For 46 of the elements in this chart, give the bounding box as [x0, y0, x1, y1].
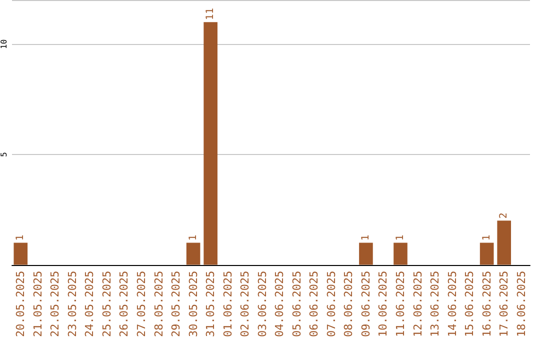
- x-tick-label: 03.06.2025: [256, 270, 269, 338]
- x-tick-label: 31.05.2025: [204, 270, 218, 338]
- x-tick-label: 18.06.2025: [514, 270, 528, 338]
- data-label: 1: [481, 234, 492, 241]
- y-tick-label: 10: [0, 39, 8, 49]
- x-tick-label: 21.05.2025: [31, 270, 44, 338]
- x-tick-label: 14.06.2025: [446, 270, 459, 338]
- bar: [14, 242, 28, 265]
- bar: [204, 22, 218, 265]
- x-tick-label: 12.06.2025: [411, 270, 424, 338]
- data-label: 2: [498, 212, 510, 219]
- x-tick-label: 20.05.2025: [14, 270, 28, 338]
- y-tick-label: 5: [0, 152, 8, 157]
- data-label: 1: [360, 234, 372, 241]
- bar: [394, 242, 408, 265]
- x-tick-label: 09.06.2025: [359, 270, 372, 338]
- x-tick-label: 06.06.2025: [308, 270, 321, 338]
- x-tick-label: 24.05.2025: [83, 270, 96, 338]
- x-tick-label: 11.06.2025: [394, 270, 407, 338]
- x-tick-label: 07.06.2025: [324, 270, 338, 338]
- x-tick-label: 26.05.2025: [118, 270, 131, 338]
- data-label: 1: [188, 234, 199, 241]
- x-tick-label: 28.05.2025: [152, 270, 166, 338]
- bar: [480, 242, 494, 265]
- x-tick-label: 04.06.2025: [273, 270, 286, 338]
- bar: [186, 242, 200, 265]
- x-tick-label: 08.06.2025: [342, 270, 356, 338]
- x-tick-label: 22.05.2025: [48, 270, 62, 338]
- x-tick-label: 23.05.2025: [66, 270, 79, 338]
- data-label: 1: [395, 234, 406, 241]
- data-label: 11: [205, 8, 216, 20]
- x-tick-label: 13.06.2025: [428, 270, 442, 338]
- bar: [359, 242, 373, 265]
- x-tick-label: 02.06.2025: [238, 270, 252, 338]
- x-tick-label: 15.06.2025: [463, 270, 476, 338]
- x-tick-label: 17.06.2025: [498, 270, 511, 338]
- bar: [497, 220, 512, 265]
- x-tick-label: 29.05.2025: [170, 270, 183, 338]
- x-tick-label: 01.06.2025: [221, 270, 234, 338]
- x-tick-label: 25.05.2025: [100, 270, 114, 338]
- x-tick-label: 16.06.2025: [480, 270, 494, 338]
- x-tick-label: 27.05.2025: [135, 270, 148, 338]
- data-label: 1: [15, 234, 26, 241]
- x-tick-label: 10.06.2025: [376, 270, 390, 338]
- x-tick-label: 05.06.2025: [290, 270, 304, 338]
- x-tick-label: 30.05.2025: [186, 270, 200, 338]
